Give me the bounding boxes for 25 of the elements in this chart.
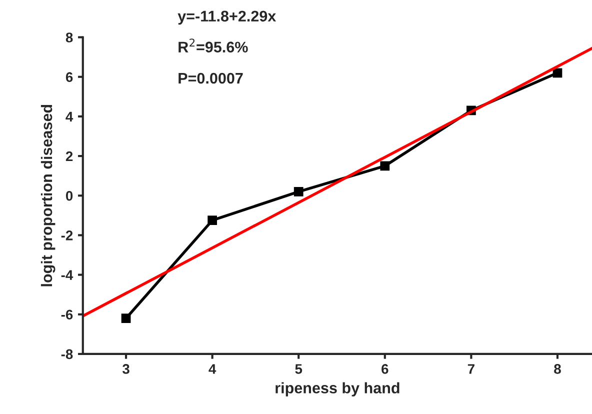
point xyxy=(121,314,131,324)
x-axis-title: ripeness by hand xyxy=(276,382,400,396)
x-tick-label: 7 xyxy=(468,364,474,374)
y-axis-title: logit proportion diseased xyxy=(40,104,56,286)
x-tick-label: 3 xyxy=(122,364,130,374)
y-tick-label: 6 xyxy=(66,72,73,82)
y-tick-label: 4 xyxy=(66,112,74,122)
y-tick-label: 2 xyxy=(66,151,73,162)
y-tick-label: 0 xyxy=(66,190,73,201)
y-tick-label: 8 xyxy=(66,32,73,42)
point xyxy=(208,216,218,226)
point xyxy=(552,68,562,78)
y-tick-label: -4 xyxy=(61,270,74,280)
x-tick-label: 5 xyxy=(295,364,302,374)
point xyxy=(380,161,390,171)
x-tick-label: 6 xyxy=(382,364,388,374)
x-tick-label: 8 xyxy=(554,364,561,374)
y-tick-label: -6 xyxy=(61,310,73,320)
x-tick-label: 4 xyxy=(208,364,216,374)
y-tick-label: -2 xyxy=(61,230,73,240)
annotation: P=0.0007 xyxy=(178,72,243,84)
point xyxy=(294,186,304,196)
text: y=-11.8+2.29x xyxy=(178,10,276,25)
y-tick-label: -8 xyxy=(61,349,73,360)
annotation: R$^{2}$=95.6% xyxy=(178,38,248,53)
